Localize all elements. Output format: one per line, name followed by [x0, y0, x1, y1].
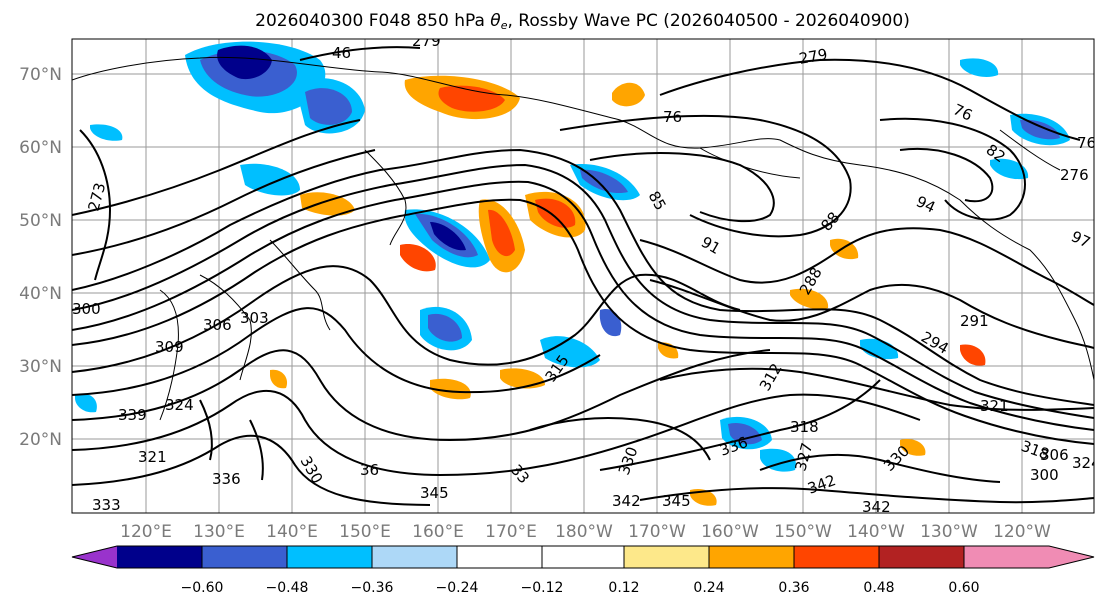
contour-label: 342: [862, 498, 891, 516]
lon-label: 180°W: [555, 522, 613, 542]
longitude-labels: 120°E 130°E 140°E 150°E 160°E 170°E 180°…: [120, 522, 1051, 542]
colorbar-segment: [879, 546, 964, 568]
graticule: [72, 39, 1094, 513]
colorbar-segment: [287, 546, 372, 568]
contour-label: 336: [212, 470, 241, 488]
lat-label: 60°N: [19, 138, 62, 158]
colorbar: −0.60 −0.48 −0.36 −0.24 −0.12 0.12 0.24 …: [71, 545, 1095, 596]
contour-label: 321: [138, 448, 167, 466]
colorbar-segment: [457, 546, 542, 568]
contour-label: 300: [1030, 466, 1059, 484]
lon-label: 130°E: [193, 522, 245, 542]
contour-label: 291: [960, 312, 989, 330]
colorbar-tick-label: 0.48: [863, 580, 894, 596]
contour-label: 303: [240, 309, 269, 327]
lon-label: 120°W: [993, 522, 1051, 542]
contour-label: 318: [790, 418, 819, 436]
lat-label: 50°N: [19, 211, 62, 231]
lat-label: 70°N: [19, 65, 62, 85]
colorbar-segment: [117, 546, 202, 568]
contour-label: 306: [203, 316, 232, 334]
lon-label: 160°W: [701, 522, 759, 542]
contour-label: 324: [1072, 454, 1101, 472]
colorbar-tick-label: 0.60: [948, 580, 979, 596]
contour-label: 276: [1060, 166, 1089, 184]
contour-label: 36: [360, 461, 379, 479]
contour-label: 300: [72, 300, 101, 318]
contour-label: 76: [1077, 134, 1096, 152]
colorbar-tick-label: −0.60: [181, 580, 224, 596]
contour-label: 342: [612, 492, 641, 510]
colorbar-segment: [624, 546, 709, 568]
colorbar-outline: [71, 545, 1095, 569]
anomaly-shading: [75, 41, 1070, 506]
latitude-labels: 70°N 60°N 50°N 40°N 30°N 20°N: [19, 65, 62, 450]
lon-label: 150°W: [774, 522, 832, 542]
contour-label: 324: [165, 396, 194, 414]
colorbar-tick-label: 0.36: [778, 580, 809, 596]
lon-label: 170°W: [628, 522, 686, 542]
contour-label: 345: [662, 492, 691, 510]
colorbar-tick-label: −0.24: [436, 580, 479, 596]
contour-label: 76: [663, 108, 682, 126]
contour-label: 279: [412, 32, 441, 50]
colorbar-segment: [964, 546, 1049, 568]
lat-label: 30°N: [19, 357, 62, 377]
lon-label: 140°E: [266, 522, 318, 542]
lat-label: 40°N: [19, 284, 62, 304]
lon-label: 120°E: [120, 522, 172, 542]
colorbar-tick-label: 0.24: [693, 580, 724, 596]
lon-label: 160°E: [412, 522, 464, 542]
map-panel: 279 279 46 76 76 76 82 85 88 91 94 97 27…: [72, 32, 1101, 516]
lon-label: 140°W: [847, 522, 905, 542]
lon-label: 130°W: [920, 522, 978, 542]
contour-label: 46: [332, 44, 351, 62]
colorbar-segment: [72, 546, 117, 568]
contour-label: 306: [1040, 446, 1069, 464]
map-title: 2026040300 F048 850 hPa θe, Rossby Wave …: [255, 11, 910, 32]
theta-e-contours: [72, 46, 1094, 506]
contour-label: 339: [118, 406, 147, 424]
lat-label: 20°N: [19, 430, 62, 450]
colorbar-segment: [202, 546, 287, 568]
lon-label: 150°E: [339, 522, 391, 542]
map-frame: [71, 38, 1095, 514]
colorbar-tick-label: −0.48: [266, 580, 309, 596]
lon-label: 170°E: [485, 522, 537, 542]
contour-label: 345: [420, 484, 449, 502]
coastlines: [72, 56, 1094, 421]
colorbar-tick-label: −0.36: [351, 580, 394, 596]
colorbar-segment: [794, 546, 879, 568]
contour-label: 321: [980, 397, 1009, 415]
colorbar-segment: [372, 546, 457, 568]
colorbar-segment: [709, 546, 794, 568]
colorbar-segment: [542, 546, 624, 568]
colorbar-tick-label: 0.12: [608, 580, 639, 596]
contour-label: 309: [155, 338, 184, 356]
contour-label: 333: [92, 496, 121, 514]
contour-label: 279: [798, 45, 829, 68]
colorbar-segment: [1049, 546, 1094, 568]
colorbar-tick-label: −0.12: [521, 580, 564, 596]
colorbar-ticks: [201, 546, 965, 568]
